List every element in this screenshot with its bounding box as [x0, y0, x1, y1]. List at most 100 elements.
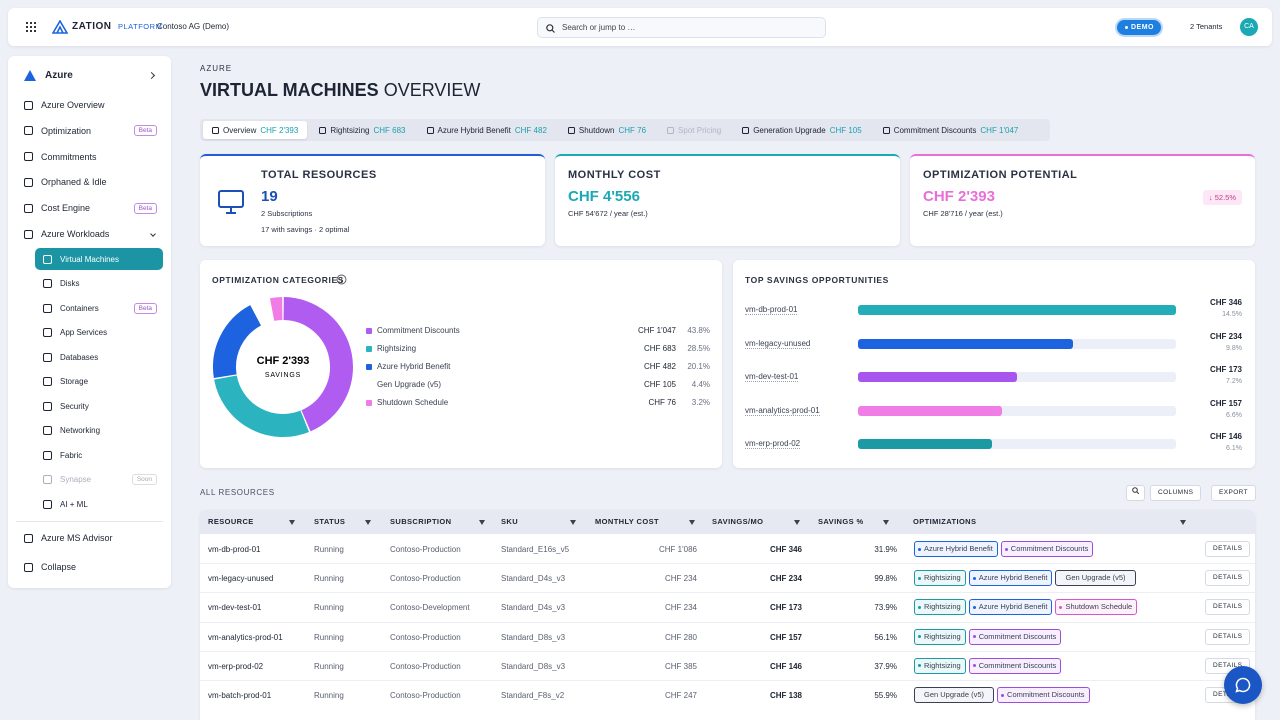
chip-label: Gen Upgrade (v5): [924, 690, 985, 699]
columns-button[interactable]: COLUMNS: [1150, 485, 1202, 501]
nav-icon: [24, 229, 33, 239]
nav-item[interactable]: Commitments: [16, 146, 163, 168]
bar-share: 7.2%: [1226, 378, 1242, 385]
column-header[interactable]: SUBSCRIPTION: [390, 517, 452, 526]
optimization-chip: Commitment Discounts: [968, 657, 1062, 674]
tab-label: Commitment Discounts: [893, 125, 977, 135]
nav-item[interactable]: Containers Beta: [35, 297, 163, 319]
nav-label: Virtual Machines: [60, 254, 119, 264]
filter-icon[interactable]: [289, 520, 295, 525]
kpi-value: CHF 2'393: [923, 188, 995, 205]
nav-item[interactable]: Cost Engine Beta: [16, 197, 163, 219]
bar-label[interactable]: vm-legacy-unused: [745, 338, 811, 349]
table-cell: CHF 385: [664, 661, 697, 671]
bar-share: 6.1%: [1226, 445, 1242, 452]
table-header: [200, 510, 1255, 534]
bar-label[interactable]: vm-analytics-prod-01: [745, 405, 820, 416]
nav-item[interactable]: Virtual Machines: [35, 248, 163, 270]
table-cell: Running: [314, 603, 344, 613]
nav-icon: [24, 177, 33, 187]
avatar[interactable]: CA: [1240, 18, 1258, 36]
legend-swatch: [366, 382, 372, 388]
nav-item[interactable]: Networking: [35, 420, 163, 442]
nav-item[interactable]: Collapse: [16, 556, 163, 578]
resources-table: RESOURCE STATUS SUBSCRIPTION SKU MONTHLY COS…: [200, 510, 1255, 720]
bar-label[interactable]: vm-db-prod-01: [745, 305, 798, 315]
column-header[interactable]: RESOURCE: [208, 517, 254, 526]
nav-item[interactable]: Orphaned & Idle: [16, 171, 163, 193]
nav-label: Containers: [60, 303, 99, 313]
table-cell[interactable]: vm-batch-prod-01: [208, 691, 272, 700]
nav-item[interactable]: Azure MS Advisor: [16, 527, 163, 549]
export-button[interactable]: EXPORT: [1211, 485, 1257, 501]
tab-amount: CHF 2'393: [260, 125, 299, 135]
column-header[interactable]: OPTIMIZATIONS: [913, 517, 977, 526]
tab[interactable]: Shutdown CHF 76: [559, 121, 655, 139]
column-header[interactable]: SAVINGS/MO: [712, 517, 764, 526]
nav-item[interactable]: Disks: [35, 273, 163, 295]
nav-item[interactable]: Security: [35, 395, 163, 417]
table-cell: Contoso-Production: [390, 691, 461, 700]
nav-group[interactable]: Azure Workloads: [16, 223, 163, 245]
nav-item[interactable]: App Services: [35, 322, 163, 344]
filter-icon[interactable]: [689, 520, 695, 525]
card-title: TOP SAVINGS OPPORTUNITIES: [745, 275, 889, 285]
nav-item[interactable]: Azure Overview: [16, 94, 163, 116]
table-cell[interactable]: vm-db-prod-01: [208, 545, 261, 554]
details-button[interactable]: DETAILS: [1205, 541, 1251, 557]
row-divider: [200, 680, 1255, 681]
apps-icon[interactable]: [26, 22, 36, 32]
table-cell: Contoso-Production: [390, 574, 461, 584]
bar-label[interactable]: vm-erp-prod-02: [745, 439, 801, 449]
legend-share: 20.1%: [687, 362, 710, 371]
table-cell: Running: [314, 574, 344, 584]
nav-item[interactable]: Fabric: [35, 444, 163, 466]
kpi-value: CHF 4'556: [568, 188, 640, 205]
tab[interactable]: Generation Upgrade CHF 105: [733, 121, 871, 139]
nav-badge: Beta: [133, 125, 157, 137]
tab-amount: CHF 1'047: [980, 125, 1019, 135]
icon-stand: [226, 207, 236, 214]
table-cell[interactable]: vm-erp-prod-02: [208, 661, 264, 671]
column-header[interactable]: MONTHLY COST: [595, 517, 659, 526]
search-box[interactable]: Search or jump to …: [537, 17, 826, 38]
nav-icon: [43, 377, 52, 386]
tenants[interactable]: 2 Tenants: [1190, 22, 1223, 31]
table-cell: Running: [314, 691, 344, 700]
table-cell: Standard_D8s_v3: [501, 661, 566, 671]
filter-icon[interactable]: [794, 520, 800, 525]
legend-amount: CHF 482: [643, 362, 676, 371]
table-cell[interactable]: vm-analytics-prod-01: [208, 632, 283, 642]
filter-icon[interactable]: [365, 520, 371, 525]
info-icon[interactable]: [336, 274, 347, 285]
filter-icon[interactable]: [883, 520, 889, 525]
search-button[interactable]: [1126, 485, 1145, 501]
filter-icon[interactable]: [479, 520, 485, 525]
nav-item[interactable]: Databases: [35, 346, 163, 368]
nav-item[interactable]: Optimization Beta: [16, 120, 163, 142]
optimization-chip: Rightsizing: [914, 657, 966, 674]
filter-icon[interactable]: [570, 520, 576, 525]
table-cell[interactable]: vm-dev-test-01: [208, 603, 262, 613]
column-header[interactable]: SAVINGS %: [818, 517, 864, 526]
tab[interactable]: Commitment Discounts CHF 1'047: [874, 121, 1028, 139]
nav-item[interactable]: Storage: [35, 371, 163, 393]
tab[interactable]: Overview CHF 2'393: [203, 121, 308, 139]
bar-share: 6.6%: [1226, 411, 1242, 419]
details-button[interactable]: DETAILS: [1205, 570, 1251, 587]
filter-icon[interactable]: [1180, 520, 1186, 525]
column-header[interactable]: STATUS: [314, 517, 346, 526]
details-button[interactable]: DETAILS: [1205, 599, 1251, 616]
search-icon: [1132, 487, 1140, 495]
details-button[interactable]: DETAILS: [1205, 628, 1251, 645]
org-name: Contoso AG (Demo): [157, 22, 230, 31]
chip-dot: [972, 605, 976, 609]
bar-label[interactable]: vm-dev-test-01: [745, 372, 799, 382]
column-header[interactable]: SKU: [501, 517, 519, 526]
chat-button[interactable]: [1224, 666, 1262, 704]
table-cell[interactable]: vm-legacy-unused: [208, 574, 274, 584]
nav-item[interactable]: AI + ML: [35, 493, 163, 515]
tab[interactable]: Azure Hybrid Benefit CHF 482: [418, 121, 556, 139]
tab[interactable]: Rightsizing CHF 683: [310, 121, 414, 139]
chevron[interactable]: [147, 71, 156, 80]
